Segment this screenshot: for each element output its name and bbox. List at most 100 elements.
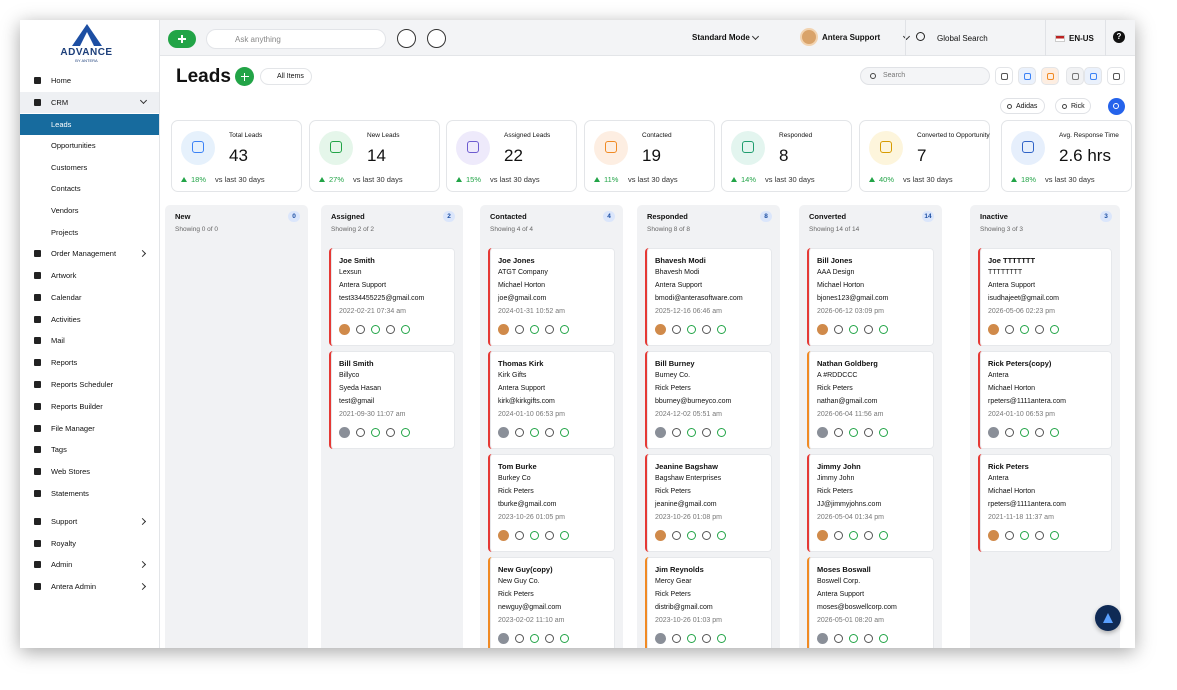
lead-action[interactable] — [515, 634, 524, 643]
lead-action[interactable] — [834, 531, 843, 540]
lead-action[interactable] — [515, 325, 524, 334]
lead-action[interactable] — [849, 428, 858, 437]
lead-action[interactable] — [515, 428, 524, 437]
ask-input[interactable]: Ask anything — [206, 29, 386, 49]
lead-action[interactable] — [545, 531, 554, 540]
lead-action[interactable] — [702, 531, 711, 540]
lead-card[interactable]: New Guy(copy) New Guy Co. Rick Peters newgu… — [488, 557, 615, 648]
global-search[interactable]: Global Search — [937, 34, 988, 43]
lead-action[interactable] — [545, 428, 554, 437]
lead-action[interactable] — [1020, 428, 1029, 437]
search-button[interactable] — [1108, 98, 1125, 115]
submenu-item[interactable]: Contacts — [20, 178, 159, 199]
lead-action[interactable] — [356, 325, 365, 334]
menu-item[interactable]: Mail — [20, 330, 159, 351]
lead-action[interactable] — [717, 531, 726, 540]
lead-action[interactable] — [1050, 428, 1059, 437]
lead-action[interactable] — [864, 634, 873, 643]
lead-action[interactable] — [672, 634, 681, 643]
lead-card[interactable]: Bill Smith Billyco Syeda Hasan test@gmail 20… — [329, 351, 455, 449]
lead-card[interactable]: Moses Boswall Boswell Corp. Antera Support… — [807, 557, 934, 648]
lead-action[interactable] — [879, 428, 888, 437]
menu-item[interactable]: Tags — [20, 439, 159, 460]
toolbar-button[interactable] — [1084, 67, 1102, 85]
lead-action[interactable] — [386, 428, 395, 437]
locale[interactable]: EN-US — [1069, 34, 1094, 43]
lead-action[interactable] — [672, 428, 681, 437]
lead-card[interactable]: Bill Burney Burney Co. Rick Peters bburney@… — [645, 351, 772, 449]
menu-item[interactable]: Activities — [20, 309, 159, 330]
menu-item[interactable]: File Manager — [20, 418, 159, 439]
lead-action[interactable] — [672, 325, 681, 334]
add-button[interactable] — [168, 30, 196, 48]
lead-action[interactable] — [545, 325, 554, 334]
lead-action[interactable] — [560, 634, 569, 643]
filter-chip[interactable]: Adidas — [1000, 98, 1045, 114]
add-button[interactable] — [235, 67, 254, 86]
menu-item[interactable]: Reports Scheduler — [20, 374, 159, 395]
lead-action[interactable] — [530, 325, 539, 334]
toolbar-button[interactable] — [1066, 67, 1084, 85]
lead-action[interactable] — [879, 531, 888, 540]
menu-item[interactable]: CRM — [20, 91, 159, 113]
menu-item[interactable]: Web Stores — [20, 461, 159, 482]
lead-action[interactable] — [1035, 325, 1044, 334]
lead-action[interactable] — [371, 428, 380, 437]
lead-action[interactable] — [1050, 531, 1059, 540]
lead-card[interactable]: Nathan Goldberg A #RDDCCC Rick Peters natha… — [807, 351, 934, 449]
lead-card[interactable]: Rick Peters Antera Michael Horton rpeters@1… — [978, 454, 1112, 552]
lead-action[interactable] — [1050, 325, 1059, 334]
menu-item[interactable]: Antera Admin — [20, 576, 159, 597]
lead-action[interactable] — [1005, 531, 1014, 540]
lead-card[interactable]: Jeanine Bagshaw Bagshaw Enterprises Rick P… — [645, 454, 772, 552]
toolbar-button[interactable] — [995, 67, 1013, 85]
view-pill[interactable]: All Items — [260, 68, 312, 85]
lead-action[interactable] — [1020, 325, 1029, 334]
lead-action[interactable] — [879, 325, 888, 334]
lead-action[interactable] — [717, 325, 726, 334]
toolbar-button[interactable] — [1041, 67, 1059, 85]
lead-action[interactable] — [849, 325, 858, 334]
lead-card[interactable]: Joe Smith Lexsun Antera Support test3344552… — [329, 248, 455, 346]
lead-card[interactable]: Jim Reynolds Mercy Gear Rick Peters distrib… — [645, 557, 772, 648]
lead-action[interactable] — [687, 428, 696, 437]
lead-action[interactable] — [687, 634, 696, 643]
lead-action[interactable] — [702, 428, 711, 437]
icon-button[interactable] — [427, 29, 446, 48]
lead-action[interactable] — [687, 325, 696, 334]
lead-action[interactable] — [879, 634, 888, 643]
menu-item[interactable]: Reports — [20, 352, 159, 373]
lead-card[interactable]: Thomas Kirk Kirk Gifts Antera Support kirk@… — [488, 351, 615, 449]
mode-select[interactable]: Standard Mode — [692, 32, 767, 45]
lead-action[interactable] — [849, 531, 858, 540]
search-box[interactable]: Search — [860, 67, 990, 85]
submenu-item[interactable]: Customers — [20, 157, 159, 178]
lead-action[interactable] — [1035, 428, 1044, 437]
lead-action[interactable] — [530, 634, 539, 643]
lead-card[interactable]: Rick Peters(copy) Antera Michael Horton rpe… — [978, 351, 1112, 449]
lead-action[interactable] — [1005, 325, 1014, 334]
menu-item[interactable]: Order Management — [20, 243, 159, 264]
lead-action[interactable] — [702, 325, 711, 334]
lead-action[interactable] — [515, 531, 524, 540]
lead-action[interactable] — [702, 634, 711, 643]
lead-action[interactable] — [672, 531, 681, 540]
icon-button[interactable] — [397, 29, 416, 48]
lead-action[interactable] — [545, 634, 554, 643]
lead-action[interactable] — [530, 428, 539, 437]
lead-action[interactable] — [1005, 428, 1014, 437]
lead-action[interactable] — [530, 531, 539, 540]
lead-action[interactable] — [864, 531, 873, 540]
submenu-item[interactable]: Leads — [20, 113, 159, 135]
lead-card[interactable]: Joe TTTTTTT TTTTTTTT Antera Support isudhaj… — [978, 248, 1112, 346]
lead-action[interactable] — [1035, 531, 1044, 540]
lead-card[interactable]: Jimmy John Jimmy John Rick Peters JJ@jimmyj… — [807, 454, 934, 552]
lead-card[interactable]: Bill Jones AAA Design Michael Horton bjones… — [807, 248, 934, 346]
toolbar-button[interactable] — [1018, 67, 1036, 85]
menu-item[interactable]: Home — [20, 70, 159, 91]
lead-action[interactable] — [1020, 531, 1029, 540]
lead-action[interactable] — [560, 325, 569, 334]
lead-action[interactable] — [401, 325, 410, 334]
menu-item[interactable]: Reports Builder — [20, 396, 159, 417]
lead-action[interactable] — [560, 428, 569, 437]
